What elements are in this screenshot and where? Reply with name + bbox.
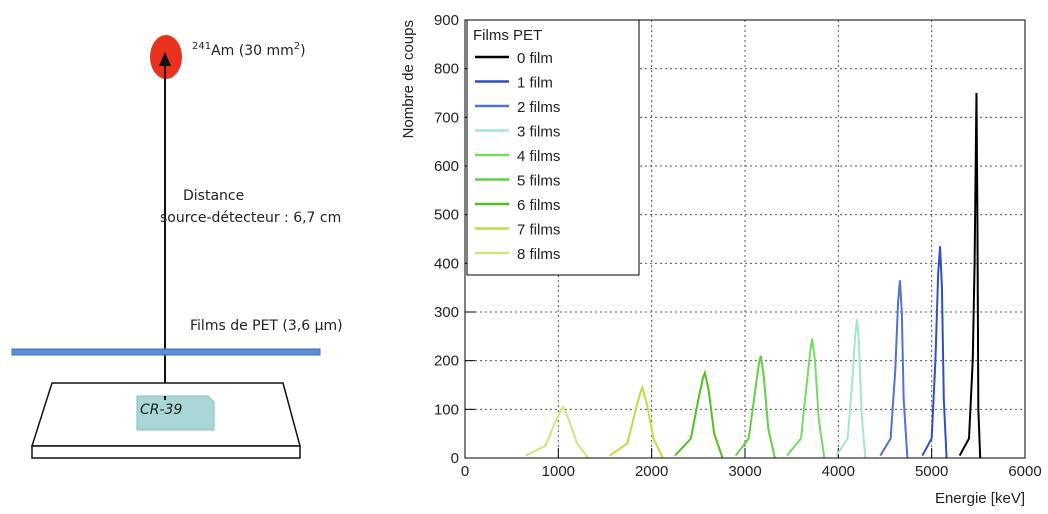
x-axis-label: Energie [keV]	[935, 490, 1025, 507]
detector-label: CR-39	[140, 402, 182, 418]
y-tick-label: 800	[434, 61, 459, 78]
spectrum	[609, 384, 664, 459]
plot-frame	[464, 19, 1026, 459]
x-tick-label: 0	[461, 463, 469, 480]
spectrum	[525, 404, 589, 459]
legend-label: 2 films	[517, 99, 560, 116]
distance-label: source-détecteur : 6,7 cm	[160, 210, 341, 226]
spectrum	[921, 246, 948, 459]
support-edge	[31, 445, 301, 459]
y-tick-label: 100	[434, 401, 459, 418]
x-tick-label: 4000	[822, 463, 855, 480]
spectrum	[786, 338, 826, 459]
superscript: 2	[294, 41, 300, 52]
y-tick-label: 0	[451, 450, 459, 467]
diagram: 241Am (30 mm2) Distance source-détecteur…	[11, 35, 343, 459]
legend-label: 6 films	[517, 197, 560, 214]
distance-label: Distance	[183, 188, 244, 204]
legend-label: 8 films	[517, 246, 560, 263]
legend-label: 5 films	[517, 173, 560, 190]
label: )	[300, 43, 305, 59]
cr39	[136, 395, 215, 431]
spectrum	[835, 319, 867, 459]
y-tick-label: 400	[434, 255, 459, 272]
label: Am (30 mm	[211, 43, 294, 59]
spectrum	[674, 369, 724, 459]
x-tick-label: 1000	[542, 463, 575, 480]
legend-title: Films PET	[473, 27, 542, 44]
y-tick-label: 300	[434, 304, 459, 321]
spectrum	[958, 92, 982, 459]
legend-label: 7 films	[517, 222, 560, 239]
legend-box	[466, 19, 640, 276]
legend-label: 4 films	[517, 148, 560, 165]
legend-label: 0 film	[517, 50, 553, 67]
spectrum	[879, 280, 909, 459]
chart: 0 1000 2000 3000 4000 5000 6000 0 100 200 300 400 50…	[400, 12, 1042, 507]
y-tick-label: 600	[434, 158, 459, 175]
superscript: 241	[192, 41, 211, 52]
y-tick-label: 500	[434, 207, 459, 224]
source-label: 241Am (30 mm2)	[192, 41, 306, 59]
y-tick-label: 900	[434, 12, 459, 29]
spectrum	[734, 355, 776, 459]
x-tick-label: 3000	[728, 463, 761, 480]
legend-label: 3 films	[517, 124, 560, 141]
arrow-head	[159, 52, 171, 66]
legend-label: 1 film	[517, 75, 553, 92]
y-axis-label: Nombre de coups	[400, 20, 417, 138]
y-tick-label: 700	[434, 109, 459, 126]
pet-film	[11, 348, 321, 356]
x-tick-label: 5000	[915, 463, 948, 480]
films-label: Films de PET (3,6 µm)	[190, 318, 343, 334]
y-tick-label: 200	[434, 353, 459, 370]
x-tick-label: 6000	[1008, 463, 1041, 480]
x-tick-label: 2000	[635, 463, 668, 480]
